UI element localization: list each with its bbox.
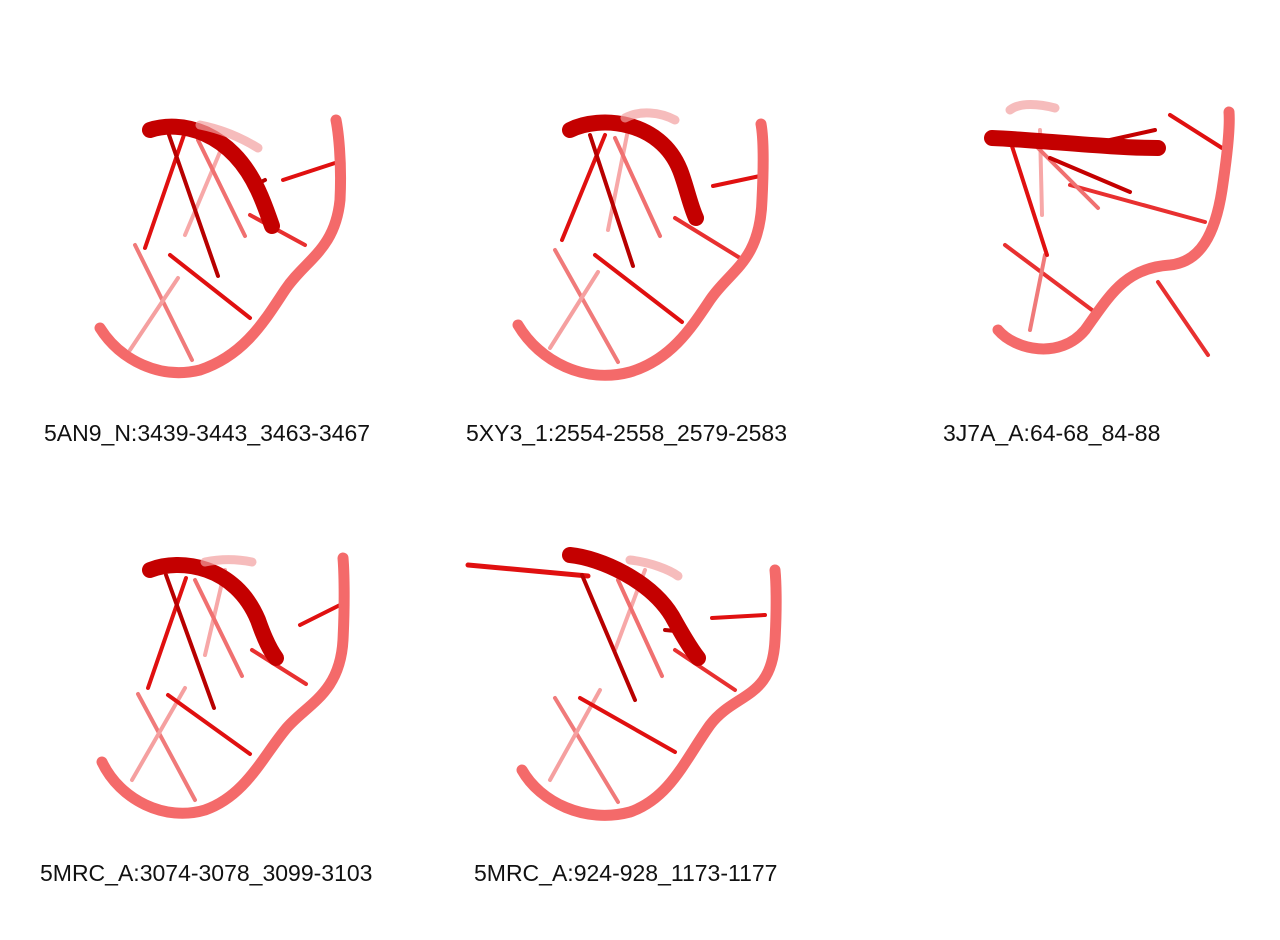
structure-panel-3: 3J7A_A:64-68_84-88	[880, 0, 1280, 460]
rna-structure-render	[512, 108, 769, 381]
rna-structure-render	[465, 547, 782, 821]
structure-panel-2: 5XY3_1:2554-2558_2579-2583	[420, 0, 850, 460]
structure-panel-5: 5MRC_A:924-928_1173-1177	[420, 440, 850, 900]
rna-structure-render	[96, 552, 350, 819]
structure-label-1: 5AN9_N:3439-3443_3463-3467	[44, 420, 371, 446]
structure-label-5: 5MRC_A:924-928_1173-1177	[474, 860, 778, 886]
structure-panel-4: 5MRC_A:3074-3078_3099-3103	[0, 440, 430, 900]
structure-label-4: 5MRC_A:3074-3078_3099-3103	[40, 860, 373, 886]
rna-structure-render	[984, 100, 1235, 357]
rna-structure-render	[94, 114, 347, 379]
structure-label-2: 5XY3_1:2554-2558_2579-2583	[466, 420, 788, 446]
structure-panel-1: 5AN9_N:3439-3443_3463-3467	[0, 0, 430, 460]
structure-label-3: 3J7A_A:64-68_84-88	[943, 420, 1161, 446]
